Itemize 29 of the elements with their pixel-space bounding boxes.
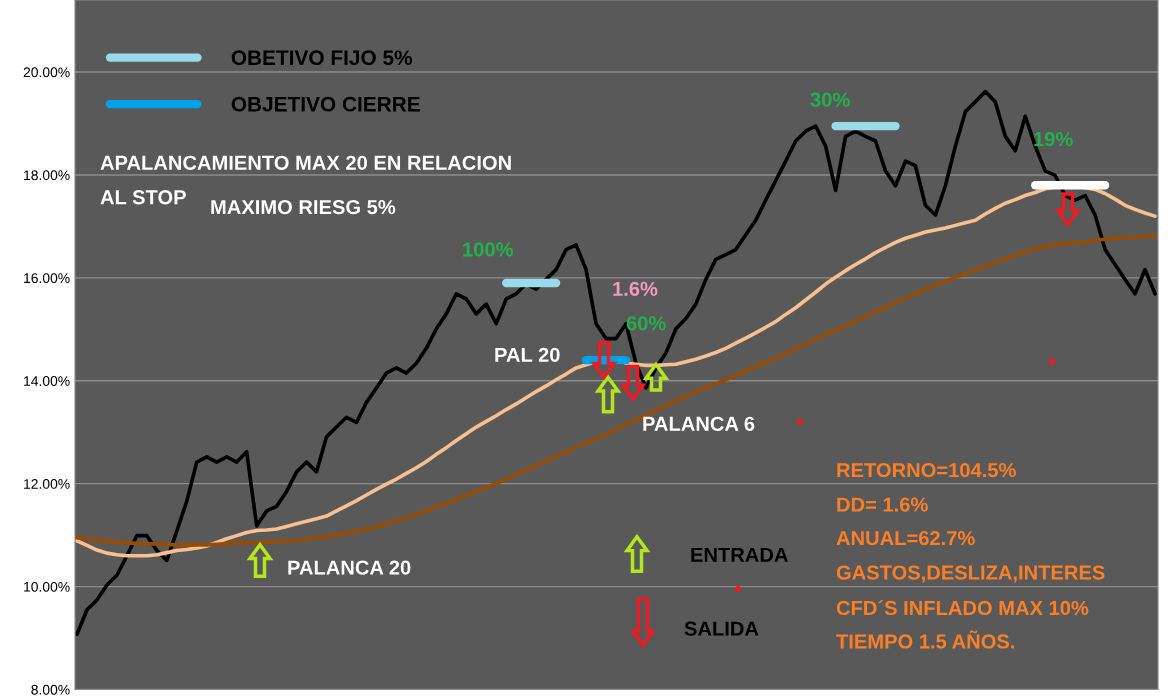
- annotation: 30%: [810, 92, 850, 107]
- y-tick-label: 20.00%: [23, 67, 70, 78]
- legend-label: OBJETIVO CIERRE: [231, 96, 420, 112]
- annotation: 19%: [1034, 132, 1073, 147]
- y-tick-label: 16.00%: [24, 273, 70, 284]
- y-tick-label: 18.00%: [24, 170, 70, 181]
- annotation: 1.6%: [613, 281, 658, 296]
- annotation: ENTRADA: [691, 547, 788, 562]
- annotation: SALIDA: [684, 621, 759, 636]
- annotation: PAL 20: [495, 347, 560, 362]
- y-tick-label: 14.00%: [24, 376, 70, 386]
- annotation: TIEMPO 1.5 AÑOS.: [836, 630, 1015, 649]
- annotation: PALANCA 20: [288, 560, 411, 575]
- annotation: 100%: [463, 242, 513, 257]
- y-tick-label: 8.00%: [31, 684, 70, 695]
- annotation: APALANCAMIENTO MAX 20 EN RELACION: [100, 155, 511, 170]
- annotation: ANUAL=62.7%: [836, 530, 975, 546]
- annotation: DD= 1.6%: [837, 497, 928, 512]
- annotation: GASTOS,DESLIZA,INTERES: [836, 565, 1105, 583]
- annotation: CFD´S INFLADO MAX 10%: [836, 600, 1089, 616]
- annotation: 60%: [626, 316, 666, 331]
- y-tick-label: 12.00%: [24, 479, 70, 489]
- annotation: AL STOP: [100, 190, 186, 205]
- annotation: MAXIMO RIESG 5%: [211, 199, 396, 215]
- line-series: [75, 233, 1157, 547]
- legend-label: OBETIVO FIJO 5%: [231, 50, 413, 66]
- annotation: RETORNO=104.5%: [837, 462, 1016, 478]
- annotation: PALANCA 6: [643, 416, 755, 431]
- y-tick-label: 10.00%: [24, 581, 70, 592]
